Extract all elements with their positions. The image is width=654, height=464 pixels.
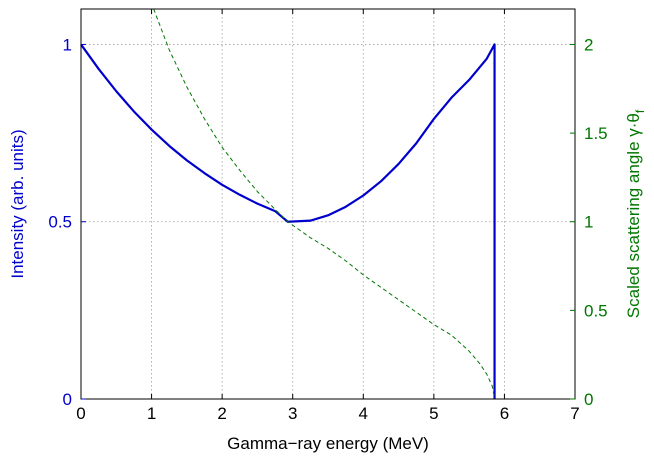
plot-frame	[80, 8, 576, 400]
y-left-tick-label: 1	[63, 35, 72, 54]
intensity-line	[80, 43, 496, 399]
y-left-tick-label: 0	[63, 390, 72, 409]
y-right-axis-label-main: Scaled scattering angle γ·θ	[624, 113, 643, 318]
y-right-axis-label-subscript: f	[633, 109, 647, 113]
y-right-tick-label: 0	[584, 390, 593, 409]
x-axis-label: Gamma−ray energy (MeV)	[227, 434, 429, 453]
y-right-axis-label: Scaled scattering angle γ·θf	[624, 109, 647, 318]
y-left-axis-ticks: 00.51	[48, 35, 86, 409]
x-tick-label: 1	[147, 404, 156, 423]
y-right-axis-ticks: 0 0.5 1 1.5 2	[570, 35, 608, 409]
grid	[81, 9, 575, 399]
scattering-angle-line	[153, 8, 496, 400]
y-left-tick-label: 0.5	[48, 213, 72, 232]
x-tick-label: 7	[570, 404, 579, 423]
x-tick-label: 4	[359, 404, 368, 423]
y-right-tick-label: 1.5	[584, 124, 608, 143]
x-tick-label: 0	[76, 404, 85, 423]
series-layer	[80, 8, 496, 400]
y-left-axis-label: Intensity (arb. units)	[8, 129, 27, 278]
y-right-tick-label: 1	[584, 213, 593, 232]
x-tick-label: 2	[217, 404, 226, 423]
x-tick-label: 3	[288, 404, 297, 423]
x-tick-label: 6	[500, 404, 509, 423]
y-right-tick-label: 2	[584, 35, 593, 54]
x-axis-ticks: 0 1 2 3 4 5 6 7	[76, 9, 580, 423]
y-right-tick-label: 0.5	[584, 301, 608, 320]
x-tick-label: 5	[429, 404, 438, 423]
